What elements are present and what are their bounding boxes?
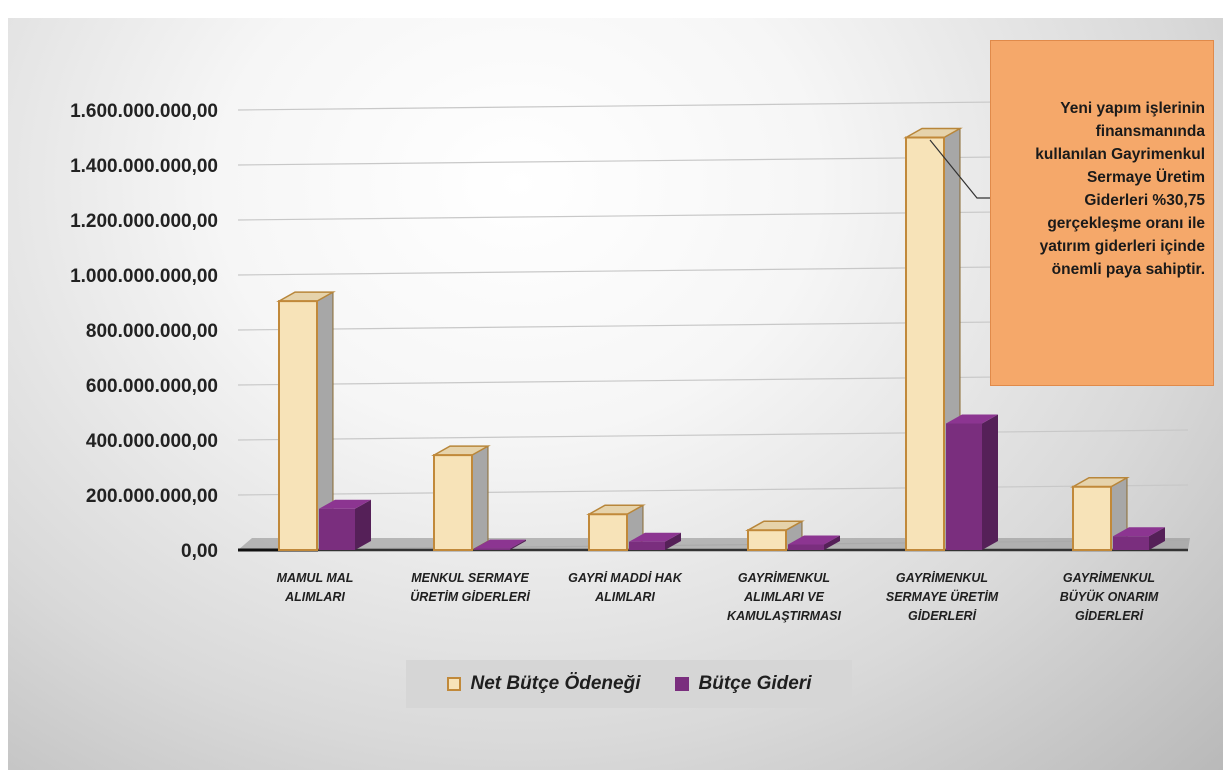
y-tick-label: 1.200.000.000,00 [70, 211, 218, 232]
bar-net-butce-odenegi [586, 504, 646, 551]
callout-text-line: yatırım giderleri içinde [1039, 238, 1205, 255]
bar-butce-gideri [319, 499, 371, 550]
floor-plane [238, 538, 1190, 550]
bar-side [982, 414, 998, 550]
bar-front [588, 513, 628, 551]
category-label: GİDERLERİ [1075, 608, 1145, 623]
bar-front [747, 529, 787, 552]
bar-front [905, 136, 945, 551]
category-label: ALIMLARI [284, 590, 345, 604]
legend-label-gider: Bütçe Gideri [698, 673, 812, 694]
callout-text-line: Yeni yapım işlerinin [1060, 100, 1205, 117]
gridline [237, 484, 1189, 496]
bar-net-butce-odenegi [745, 520, 805, 552]
legend-swatch-net [446, 677, 461, 691]
category-label: GAYRİ MADDİ HAK [568, 570, 683, 585]
category-label: KAMULAŞTIRMASI [727, 609, 841, 623]
bar-side [355, 499, 371, 550]
bar-butce-gideri [1113, 527, 1165, 550]
category-label: GAYRİMENKUL [1063, 570, 1155, 585]
bar-front [946, 423, 982, 550]
bar-front [1072, 485, 1112, 551]
callout-text-line: finansmanında [1095, 123, 1205, 140]
y-tick-label: 400.000.000,00 [86, 431, 218, 452]
bar-butce-gideri [474, 539, 526, 550]
category-label: MENKUL SERMAYE [411, 571, 529, 585]
bar-front [433, 454, 473, 551]
chart-floor [238, 538, 1190, 552]
callout-leader-line [929, 139, 990, 199]
callout-text-line: Sermaye Üretim [1086, 169, 1205, 186]
bar-top [788, 535, 840, 545]
bar-side [824, 535, 840, 550]
category-label: ALIMLARI VE [743, 590, 825, 604]
callout-text-line: kullanılan Gayrimenkul [1035, 146, 1205, 163]
bar-side [510, 539, 526, 550]
category-label: BÜYÜK ONARIM [1060, 589, 1159, 604]
bars [276, 127, 1165, 552]
bar-side [1149, 527, 1165, 550]
bar-butce-gideri [788, 535, 840, 550]
bar-front [474, 548, 510, 550]
y-axis-ticks: 0,00 200.000.000,00 400.000.000,00 600.000.… [70, 101, 218, 562]
callout-text-line: önemli paya sahiptir. [1051, 261, 1205, 278]
bar-side [471, 445, 489, 551]
gridline [237, 429, 1189, 441]
category-label: GAYRİMENKUL [738, 570, 830, 585]
bar-net-butce-odenegi [276, 291, 336, 551]
category-label: GİDERLERİ [908, 608, 978, 623]
bar-front [788, 544, 824, 550]
bar-top [474, 539, 526, 549]
category-label: SERMAYE ÜRETİM [886, 589, 999, 604]
bar-top [1113, 527, 1165, 537]
category-labels: MAMUL MAL ALIMLARI MENKUL SERMAYE ÜRETİM Gİ… [277, 570, 1159, 623]
y-tick-label: 1.000.000.000,00 [70, 266, 218, 287]
legend-label-net: Net Bütçe Ödeneği [470, 673, 641, 694]
legend-swatch-gider [674, 677, 689, 691]
y-tick-label: 0,00 [181, 541, 218, 562]
bar-top [629, 532, 681, 542]
y-tick-label: 800.000.000,00 [86, 321, 218, 342]
annotation-callout: Yeni yapım işlerinin finansmanında kullanı… [990, 40, 1214, 386]
legend: Net Bütçe Ödeneği Bütçe Gideri [406, 660, 852, 708]
y-tick-label: 600.000.000,00 [86, 376, 218, 397]
category-label: MAMUL MAL [277, 571, 354, 585]
bar-front [278, 300, 318, 551]
legend-item-net: Net Bütçe Ödeneği [446, 673, 641, 695]
callout-text-line: Giderleri %30,75 [1084, 192, 1205, 209]
bar-front [1113, 536, 1149, 550]
category-label: GAYRİMENKUL [896, 570, 988, 585]
bar-front [319, 508, 355, 550]
y-tick-label: 1.600.000.000,00 [70, 101, 218, 122]
callout-leader [929, 139, 990, 199]
bar-side [665, 532, 681, 550]
bar-net-butce-odenegi [431, 445, 491, 551]
y-tick-label: 1.400.000.000,00 [70, 156, 218, 177]
bar-butce-gideri [946, 414, 998, 550]
category-label: ALIMLARI [594, 590, 655, 604]
bar-top [319, 499, 371, 509]
bar-butce-gideri [629, 532, 681, 550]
bar-front [629, 541, 665, 550]
bar-top [946, 414, 998, 424]
category-label: ÜRETİM GİDERLERİ [410, 589, 531, 604]
callout-text-line: gerçekleşme oranı ile [1047, 215, 1205, 232]
y-tick-label: 200.000.000,00 [86, 486, 218, 507]
legend-item-gider: Bütçe Gideri [674, 673, 812, 695]
bar-net-butce-odenegi [1070, 476, 1130, 551]
